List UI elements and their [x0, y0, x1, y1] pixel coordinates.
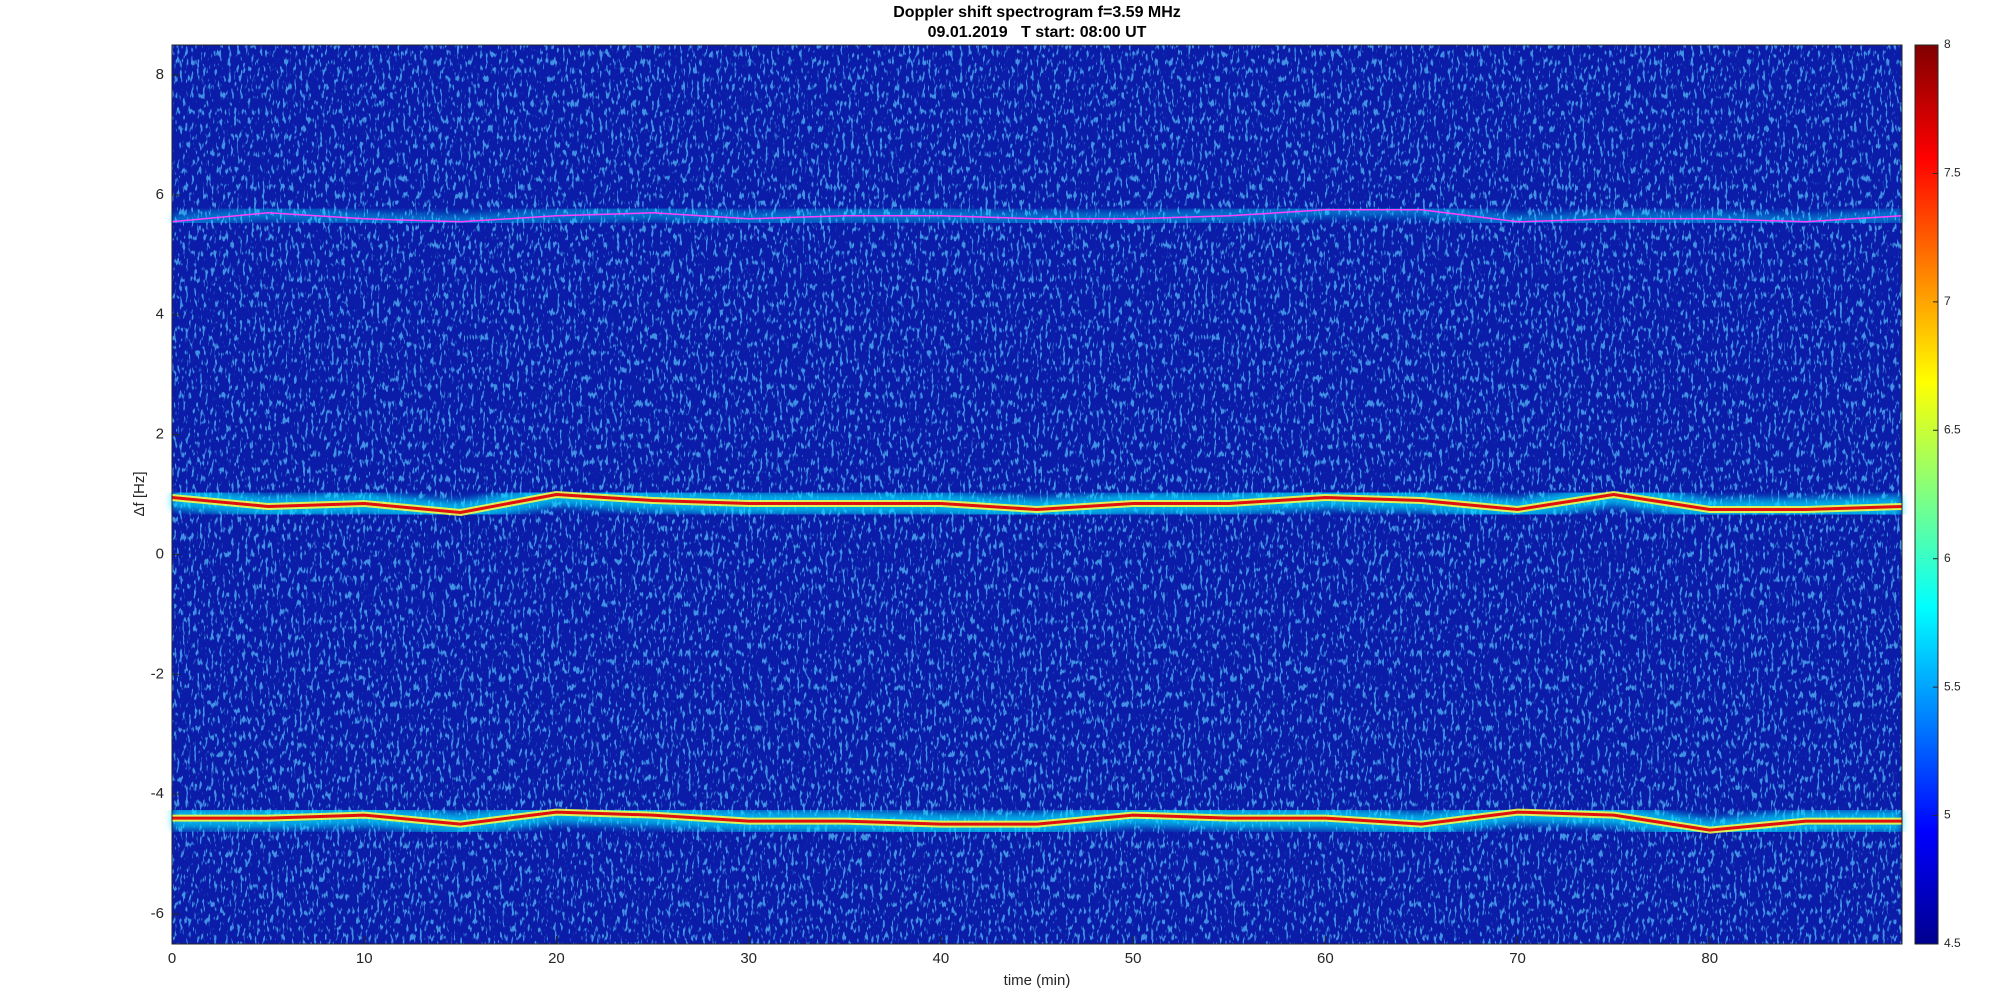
x-tick-label: 0 — [168, 950, 176, 967]
y-tick-label: 8 — [156, 66, 164, 83]
colorbar-tick-label: 8 — [1944, 37, 1951, 51]
x-tick-label: 20 — [548, 950, 565, 967]
colorbar-tick-label: 4.5 — [1944, 936, 1961, 950]
colorbar-tick-label: 6 — [1944, 551, 1951, 565]
x-tick-label: 50 — [1125, 950, 1142, 967]
colorbar — [1914, 44, 1939, 945]
y-axis-label: Δf [Hz] — [131, 471, 148, 516]
colorbar-tick-label: 6.5 — [1944, 422, 1961, 436]
x-axis-label: time (min) — [1004, 972, 1071, 989]
colorbar-tick-label: 5.5 — [1944, 679, 1961, 693]
colorbar-tick-label: 7.5 — [1944, 166, 1961, 180]
chart-subtitle: 09.01.2019 T start: 08:00 UT — [928, 24, 1147, 41]
x-tick-label: 80 — [1701, 950, 1718, 967]
band-trace — [172, 810, 1902, 832]
y-tick-label: 2 — [156, 426, 164, 443]
y-tick-label: -2 — [151, 665, 164, 682]
y-tick-label: 4 — [156, 306, 164, 323]
band-trace — [171, 209, 1903, 223]
colorbar-tick-label: 5 — [1944, 808, 1951, 822]
y-tick-label: -6 — [151, 905, 164, 922]
band-trace — [171, 493, 1903, 514]
x-tick-label: 10 — [356, 950, 373, 967]
x-tick-label: 60 — [1317, 950, 1334, 967]
plot-frame — [171, 44, 1903, 945]
x-tick-label: 70 — [1509, 950, 1526, 967]
colorbar-tick-label: 7 — [1944, 294, 1951, 308]
chart-title: Doppler shift spectrogram f=3.59 MHz — [893, 4, 1181, 21]
x-tick-label: 30 — [740, 950, 757, 967]
x-tick-label: 40 — [933, 950, 950, 967]
y-tick-label: -4 — [151, 785, 164, 802]
y-tick-label: 0 — [156, 545, 164, 562]
y-tick-label: 6 — [156, 186, 164, 203]
